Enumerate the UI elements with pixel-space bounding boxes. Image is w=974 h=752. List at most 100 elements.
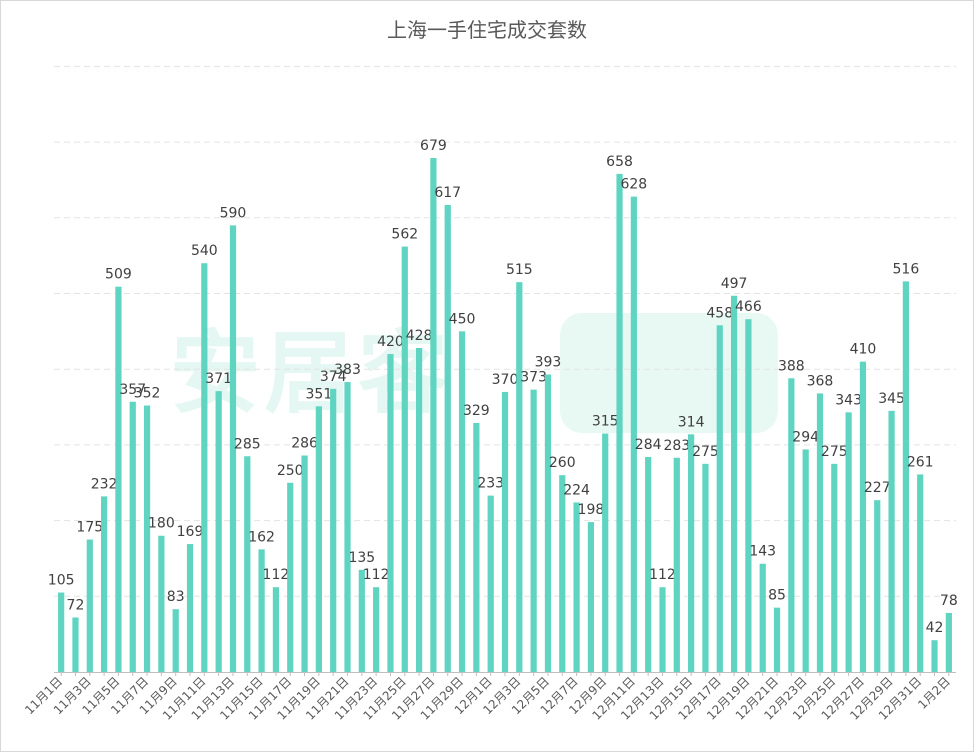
bar (143, 405, 151, 672)
data-label: 420 (377, 334, 404, 350)
bar (330, 388, 337, 672)
data-label: 112 (363, 567, 390, 583)
bar (215, 391, 222, 672)
bar (759, 563, 766, 672)
data-label: 232 (91, 476, 118, 492)
bar (415, 348, 423, 672)
data-label: 275 (692, 444, 719, 460)
bar (931, 640, 938, 672)
data-label: 83 (167, 589, 185, 605)
bar (129, 401, 136, 672)
data-label: 285 (234, 436, 261, 452)
data-label: 180 (148, 516, 175, 532)
bar (186, 544, 194, 672)
bar (86, 539, 93, 672)
bar (115, 286, 122, 672)
data-label: 162 (248, 529, 275, 545)
bar (258, 549, 265, 672)
bar (874, 500, 881, 672)
data-label: 410 (850, 342, 877, 358)
bar (902, 281, 909, 672)
data-label: 286 (291, 435, 318, 451)
data-label: 466 (735, 299, 762, 315)
data-label: 458 (706, 305, 733, 321)
data-label: 540 (191, 243, 218, 259)
data-label: 227 (864, 480, 891, 496)
data-label: 374 (320, 369, 347, 385)
bar (602, 433, 609, 672)
data-label: 250 (277, 463, 304, 479)
data-label: 590 (220, 205, 247, 221)
data-label: 383 (334, 362, 361, 378)
bar (430, 157, 437, 672)
data-label: 628 (620, 177, 647, 193)
data-label: 112 (263, 567, 290, 583)
bar (645, 457, 652, 672)
bar (458, 331, 466, 672)
bar (516, 282, 523, 672)
bar (358, 569, 365, 672)
bar (559, 475, 566, 672)
data-label: 275 (821, 444, 848, 460)
data-label: 329 (463, 403, 490, 419)
bar (101, 496, 108, 672)
data-label: 371 (205, 371, 232, 387)
bar (315, 406, 322, 672)
chart-title: 上海一手住宅成交套数 (387, 18, 587, 42)
bar (688, 434, 695, 672)
bar (72, 617, 79, 672)
data-label: 78 (940, 593, 958, 609)
bar (630, 196, 637, 672)
data-label: 175 (76, 520, 103, 536)
watermark-badge (560, 313, 778, 433)
bar (201, 263, 208, 672)
data-label: 224 (563, 482, 590, 498)
data-label: 450 (449, 311, 476, 327)
bar (229, 225, 237, 672)
data-label: 105 (48, 573, 75, 589)
bar (845, 412, 852, 672)
bar (917, 474, 924, 672)
data-label: 343 (835, 392, 862, 408)
data-label: 368 (807, 373, 834, 389)
bar (444, 204, 451, 672)
bar (673, 457, 680, 672)
data-label: 112 (649, 567, 676, 583)
bar (544, 374, 552, 672)
bar (802, 449, 809, 672)
data-label: 315 (592, 414, 619, 430)
bar (272, 587, 280, 672)
bar (473, 422, 480, 672)
bar (301, 455, 308, 672)
bar (730, 295, 738, 672)
data-label: 143 (749, 544, 776, 560)
data-label: 388 (778, 358, 805, 374)
bar (344, 382, 351, 672)
data-label: 428 (406, 328, 433, 344)
bar (587, 522, 595, 672)
data-label: 562 (391, 227, 418, 243)
bar (859, 361, 867, 672)
data-label: 169 (177, 524, 204, 540)
bar (387, 354, 394, 672)
bar (702, 463, 709, 672)
data-label: 198 (578, 502, 605, 518)
data-label: 515 (506, 262, 533, 278)
data-label: 516 (893, 261, 920, 277)
data-label: 497 (721, 276, 748, 292)
data-label: 135 (348, 550, 375, 566)
bar (501, 391, 509, 672)
data-label: 393 (535, 354, 562, 370)
bar (373, 587, 380, 672)
bar (244, 456, 251, 672)
bar (659, 587, 666, 672)
bar (530, 389, 537, 672)
data-label: 658 (606, 154, 633, 170)
data-label: 351 (306, 386, 333, 402)
bar (945, 612, 952, 672)
data-label: 294 (792, 429, 819, 445)
bar (573, 502, 580, 672)
bar (158, 535, 165, 672)
data-label: 509 (105, 267, 132, 283)
